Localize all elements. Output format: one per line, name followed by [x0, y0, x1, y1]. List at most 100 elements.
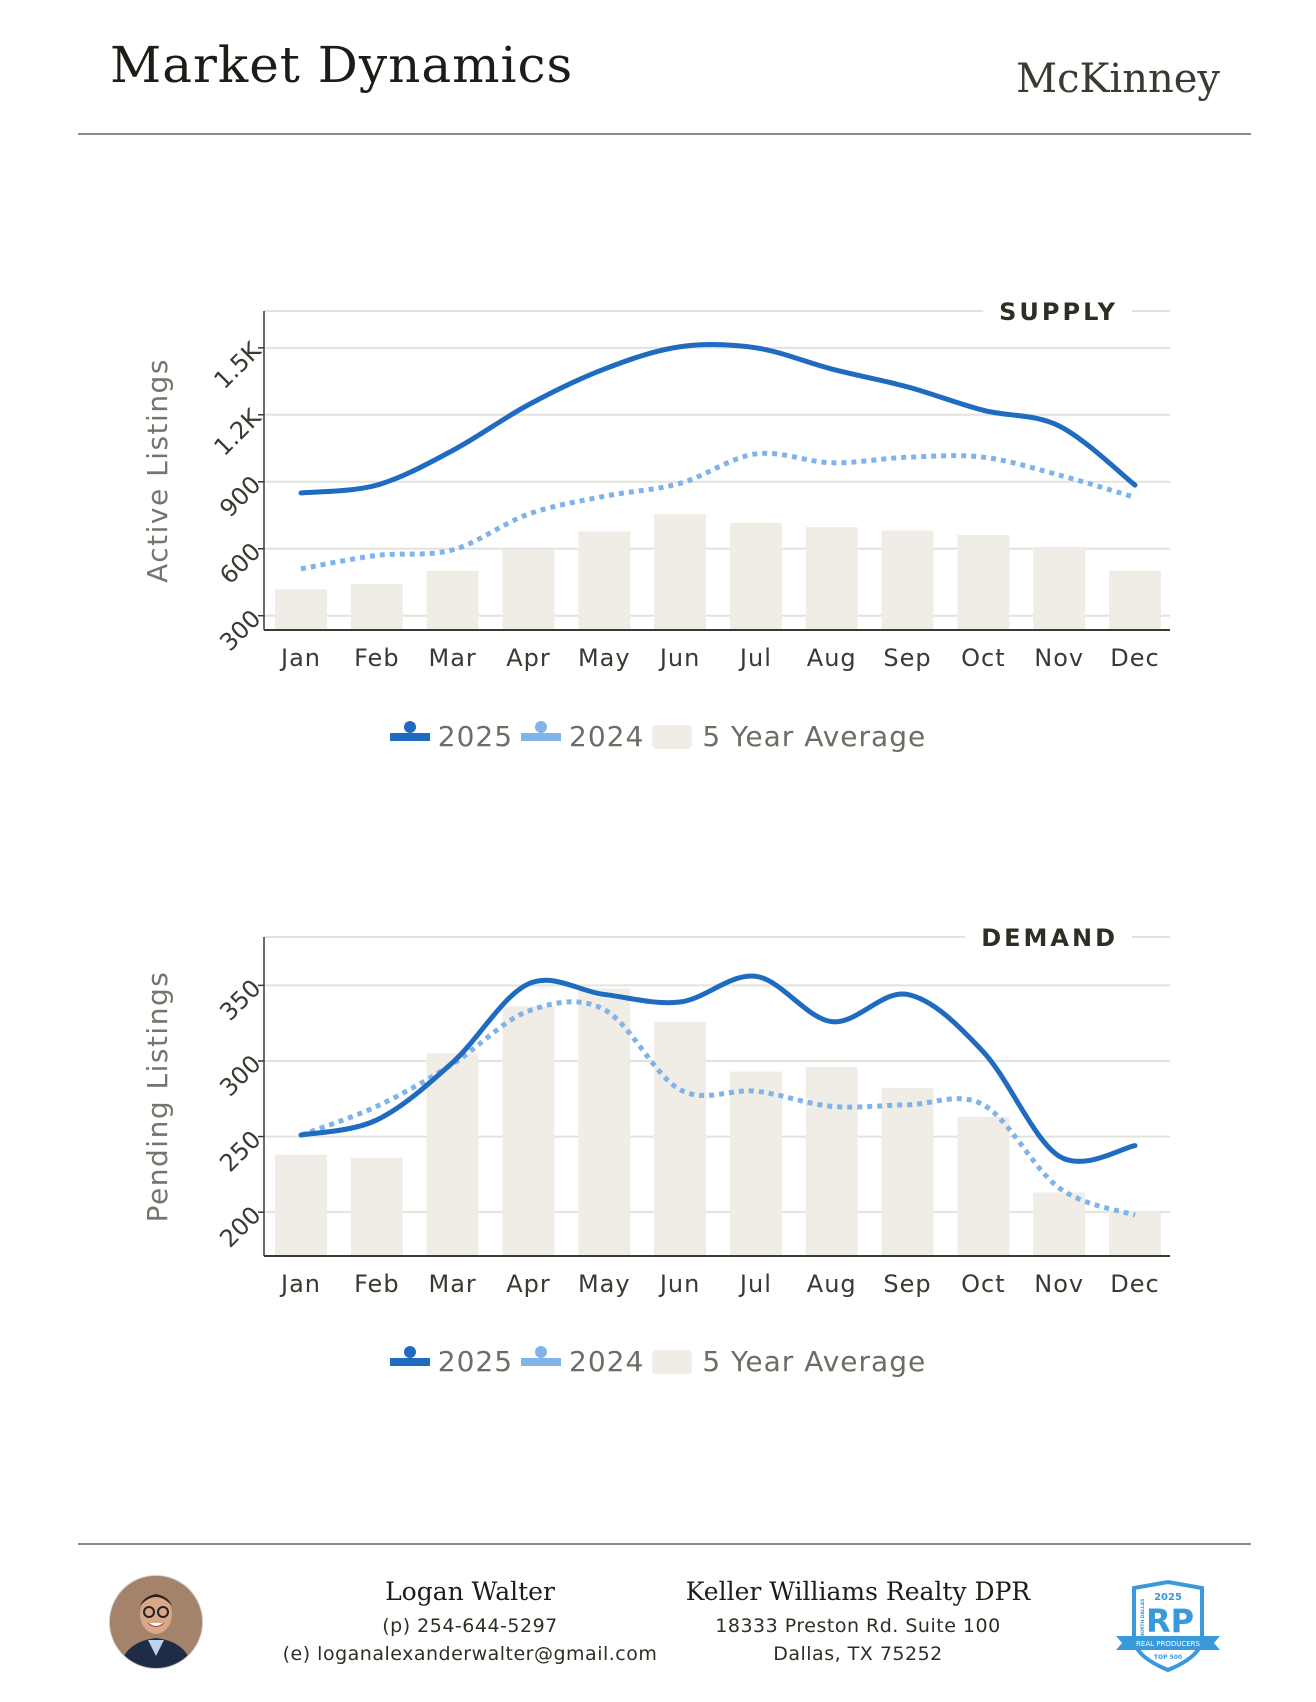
real-producers-badge-logo: 2025 NORTH DALLAS RP REAL PRODUCERS TOP …: [1116, 1580, 1220, 1672]
x-tick-label: Jul: [738, 1270, 772, 1298]
bar-5yr-avg-may: [578, 531, 631, 630]
bar-5yr-avg-nov: [1033, 1192, 1086, 1256]
x-tick-label: Nov: [1034, 644, 1084, 672]
legend-2025: 2025: [389, 1345, 514, 1378]
legend-5yr-average: 5 Year Average: [652, 1345, 926, 1378]
chart-title: DEMAND: [981, 924, 1118, 952]
legend-label: 2024: [569, 720, 645, 753]
bar-5yr-avg-oct: [957, 1116, 1010, 1256]
x-tick-label: Dec: [1110, 644, 1159, 672]
x-tick-label: May: [578, 644, 631, 672]
company-name: Keller Williams Realty DPR: [685, 1577, 1031, 1606]
bar-swatch-icon: [652, 724, 693, 749]
legend-2024: 2024: [521, 720, 644, 753]
bar-5yr-avg-mar: [426, 570, 479, 630]
bar-5yr-avg-jun: [654, 514, 707, 630]
agent-avatar: [109, 1575, 203, 1669]
legend-5yr-average: 5 Year Average: [652, 720, 926, 753]
y-axis-title: Pending Listings: [141, 971, 174, 1223]
x-tick-label: Oct: [961, 644, 1006, 672]
x-tick-label: Jan: [279, 644, 321, 672]
y-tick-label: 200: [214, 1201, 266, 1253]
x-tick-label: Jun: [658, 644, 701, 672]
badge-region: NORTH DALLAS: [1140, 1599, 1146, 1638]
title-mask: [965, 933, 1132, 941]
x-tick-label: Mar: [428, 1270, 476, 1298]
x-tick-label: Jan: [279, 1270, 321, 1298]
supply-legend: 2025 2024 5 Year Average: [0, 720, 1316, 753]
agent-contact: Logan Walter (p) 254-644-5297 (e) logana…: [270, 1577, 670, 1668]
bar-5yr-avg-jul: [729, 1071, 782, 1256]
x-tick-label: Aug: [807, 644, 857, 672]
line-marker-icon: [521, 1345, 562, 1366]
demand-legend: 2025 2024 5 Year Average: [0, 1345, 1316, 1378]
bar-5yr-avg-oct: [957, 534, 1010, 630]
y-tick-label: 350: [214, 974, 266, 1026]
line-2024: [300, 999, 1136, 1218]
header-divider: [78, 133, 1251, 135]
bar-5yr-avg-jan: [275, 1154, 327, 1256]
x-tick-label: Jul: [738, 644, 772, 672]
chart-title: SUPPLY: [999, 298, 1118, 326]
footer-divider: [78, 1543, 1251, 1545]
city-name: McKinney: [1016, 56, 1220, 102]
line-2025: [298, 973, 1138, 1164]
page-title: Market Dynamics: [110, 36, 574, 94]
line-marker-icon: [521, 720, 562, 741]
demand-chart: 200 250 300 350 DEMAND Pending Listings Jan Feb…: [141, 924, 1170, 1298]
x-tick-label: Mar: [428, 644, 476, 672]
bar-5yr-avg-dec: [1109, 1212, 1161, 1256]
x-tick-label: Feb: [354, 1270, 400, 1298]
y-tick-label: 300: [214, 1050, 266, 1102]
x-tick-label: May: [578, 1270, 631, 1298]
company-address-line2: Dallas, TX 75252: [773, 1643, 943, 1665]
y-tick-label: 250: [214, 1125, 266, 1177]
bar-5yr-avg-dec: [1109, 570, 1161, 630]
legend-2025: 2025: [389, 720, 514, 753]
x-tick-label: Apr: [506, 644, 551, 672]
title-mask: [983, 307, 1132, 315]
bar-5yr-avg-mar: [426, 1053, 479, 1256]
x-tick-label: Dec: [1110, 1270, 1159, 1298]
badge-year: 2025: [1154, 1592, 1182, 1603]
company-address-line1: 18333 Preston Rd. Suite 100: [715, 1615, 1001, 1637]
legend-2024: 2024: [521, 1345, 644, 1378]
company-info: Keller Williams Realty DPR 18333 Preston…: [658, 1577, 1058, 1668]
x-tick-label: Sep: [883, 644, 931, 672]
line-marker-icon: [389, 720, 430, 741]
bar-5yr-avg-may: [578, 988, 631, 1256]
x-tick-label: Aug: [807, 1270, 857, 1298]
legend-label: 2025: [437, 720, 514, 753]
badge-ribbon: REAL PRODUCERS: [1136, 1640, 1200, 1648]
bar-5yr-avg-jul: [729, 522, 782, 630]
legend-label: 2024: [569, 1345, 645, 1378]
bar-5yr-avg-apr: [502, 1006, 555, 1256]
agent-phone[interactable]: (p) 254-644-5297: [382, 1615, 558, 1637]
bar-5yr-avg-feb: [350, 1157, 403, 1256]
bar-5yr-avg-nov: [1033, 546, 1086, 630]
bar-5yr-avg-jun: [654, 1021, 707, 1256]
legend-label: 5 Year Average: [702, 1345, 927, 1378]
y-axis-title: Active Listings: [141, 358, 174, 583]
x-tick-label: Oct: [961, 1270, 1006, 1298]
bar-5yr-avg-aug: [805, 527, 858, 630]
x-tick-label: Nov: [1034, 1270, 1084, 1298]
x-tick-label: Jun: [658, 1270, 701, 1298]
bar-5yr-avg-apr: [502, 548, 555, 630]
bar-5yr-avg-aug: [805, 1067, 858, 1256]
line-2025: [298, 342, 1138, 496]
legend-label: 2025: [437, 1345, 514, 1378]
badge-rank: TOP 500: [1154, 1654, 1182, 1661]
x-tick-label: Feb: [354, 644, 400, 672]
legend-label: 5 Year Average: [702, 720, 927, 753]
bar-5yr-avg-sep: [881, 530, 934, 630]
agent-name: Logan Walter: [385, 1577, 555, 1606]
agent-email[interactable]: (e) loganalexanderwalter@gmail.com: [282, 1643, 658, 1665]
bar-swatch-icon: [652, 1349, 693, 1374]
bar-5yr-avg-sep: [881, 1088, 934, 1256]
bar-5yr-avg-feb: [350, 584, 403, 630]
x-tick-label: Apr: [506, 1270, 551, 1298]
line-marker-icon: [389, 1345, 430, 1366]
badge-letters: RP: [1146, 1602, 1194, 1640]
